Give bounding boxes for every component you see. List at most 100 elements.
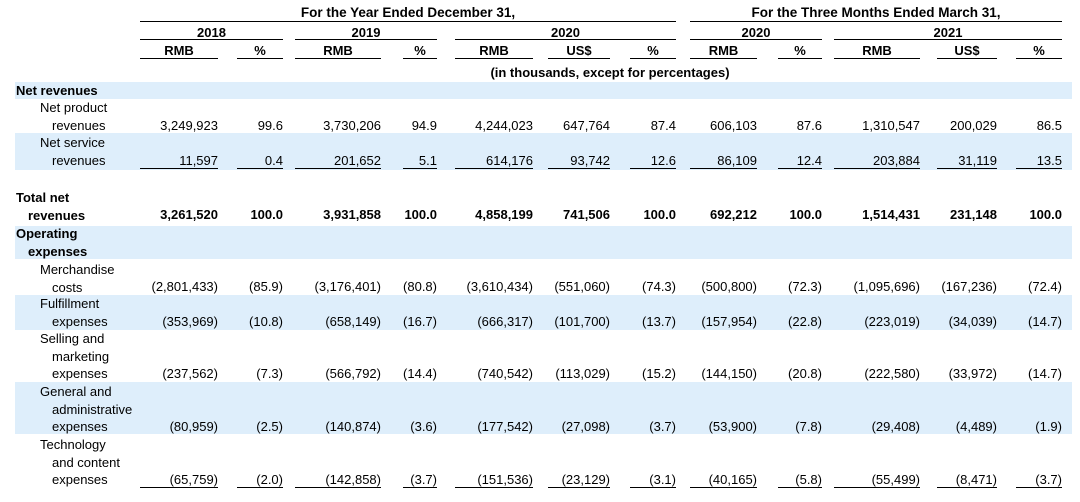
year-header: 2021 <box>834 25 1062 40</box>
cell-value: (2.0) <box>237 472 283 488</box>
column-header: % <box>1016 43 1062 59</box>
units-note: (in thousands, except for percentages) <box>490 65 730 80</box>
row-label: revenues <box>52 152 106 168</box>
row-band <box>15 382 1072 434</box>
cell-value: 692,212 <box>710 207 757 222</box>
cell-value: 3,931,858 <box>323 207 381 222</box>
column-header: RMB <box>834 43 920 59</box>
cell-value: (113,029) <box>555 366 610 381</box>
row-label: Technology <box>40 437 106 452</box>
cell-value: 3,261,520 <box>160 207 218 222</box>
cell-value: (74.3) <box>642 279 676 294</box>
cell-value: 12.6 <box>630 153 676 169</box>
column-header: % <box>237 43 283 59</box>
row-band <box>15 295 1072 330</box>
cell-value: (13.7) <box>642 314 676 329</box>
cell-value: (4,489) <box>955 419 997 434</box>
cell-value: (223,019) <box>864 314 920 329</box>
cell-value: 231,148 <box>950 207 997 222</box>
cell-value: (22.8) <box>788 314 822 329</box>
cell-value: 87.6 <box>796 118 822 133</box>
row-label: expenses <box>52 366 108 381</box>
cell-value: 647,764 <box>563 118 610 133</box>
row-label: expenses <box>52 313 108 329</box>
row-label: revenues <box>52 117 106 133</box>
cell-value: (8,471) <box>937 472 997 488</box>
column-header: RMB <box>690 43 757 59</box>
cell-value: (237,562) <box>162 366 218 381</box>
cell-value: (15.2) <box>642 366 676 381</box>
cell-value: 100.0 <box>789 207 822 222</box>
year-group-header: For the Year Ended December 31, <box>140 5 676 22</box>
year-header: 2020 <box>455 25 676 40</box>
cell-value: (740,542) <box>477 366 533 381</box>
row-label: Total net <box>16 190 70 205</box>
row-band <box>15 226 1072 259</box>
row-label: marketing <box>52 348 110 364</box>
cell-value: (10.8) <box>249 314 283 329</box>
cell-value: (177,542) <box>477 419 533 434</box>
cell-value: 4,858,199 <box>475 207 533 222</box>
cell-value: 1,514,431 <box>862 207 920 222</box>
cell-value: (1,095,696) <box>853 279 921 294</box>
cell-value: (3.7) <box>1016 472 1062 488</box>
cell-value: 12.4 <box>778 153 822 169</box>
cell-value: (3.7) <box>649 419 676 434</box>
cell-value: (23,129) <box>548 472 610 488</box>
cell-value: 31,119 <box>937 153 997 169</box>
column-header: RMB <box>295 43 381 59</box>
column-header: RMB <box>140 43 218 59</box>
cell-value: (14.7) <box>1028 366 1062 381</box>
cell-value: (167,236) <box>941 279 997 294</box>
cell-value: (33,972) <box>948 366 997 381</box>
cell-value: (144,150) <box>701 366 757 381</box>
cell-value: (353,969) <box>162 314 218 329</box>
row-label: Merchandise <box>40 262 115 277</box>
row-label: Net product <box>40 100 108 115</box>
year-header: 2020 <box>690 25 822 40</box>
cell-value: (55,499) <box>834 472 920 488</box>
cell-value: 87.4 <box>650 118 676 133</box>
cell-value: 100.0 <box>1029 207 1062 222</box>
cell-value: (29,408) <box>871 419 920 434</box>
cell-value: 1,310,547 <box>862 118 920 133</box>
column-header: RMB <box>455 43 533 59</box>
cell-value: (551,060) <box>554 279 610 294</box>
cell-value: (85.9) <box>249 279 283 294</box>
row-label: Selling and <box>40 331 105 346</box>
cell-value: (80.8) <box>403 279 437 294</box>
row-label: expenses <box>52 472 108 487</box>
row-label: Net revenues <box>16 83 98 98</box>
year-header: 2018 <box>140 25 283 40</box>
cell-value: 3,249,923 <box>160 118 218 133</box>
cell-value: 86.5 <box>1036 118 1062 133</box>
cell-value: (3.7) <box>403 472 437 488</box>
cell-value: (2,801,433) <box>151 279 219 294</box>
row-label: and content <box>52 454 120 470</box>
cell-value: (14.7) <box>1028 314 1062 329</box>
row-label: revenues <box>28 207 86 223</box>
cell-value: (151,536) <box>455 472 533 488</box>
cell-value: (222,580) <box>864 366 920 381</box>
cell-value: (140,874) <box>325 419 381 434</box>
cell-value: 203,884 <box>834 153 920 169</box>
cell-value: 5.1 <box>403 153 437 169</box>
column-header: % <box>403 43 437 59</box>
cell-value: (666,317) <box>477 314 533 329</box>
cell-value: (27,098) <box>561 419 610 434</box>
cell-value: 201,652 <box>295 153 381 169</box>
cell-value: 94.9 <box>411 118 437 133</box>
cell-value: 741,506 <box>563 207 610 222</box>
cell-value: 99.6 <box>257 118 283 133</box>
row-label: Net service <box>40 135 106 150</box>
cell-value: 93,742 <box>548 153 610 169</box>
quarter-group-header: For the Three Months Ended March 31, <box>690 5 1062 22</box>
column-header: % <box>778 43 822 59</box>
cell-value: (142,858) <box>295 472 381 488</box>
cell-value: 13.5 <box>1016 153 1062 169</box>
cell-value: (65,759) <box>140 472 218 488</box>
cell-value: (5.8) <box>778 472 822 488</box>
cell-value: (3.1) <box>630 472 676 488</box>
cell-value: 86,109 <box>690 153 757 169</box>
